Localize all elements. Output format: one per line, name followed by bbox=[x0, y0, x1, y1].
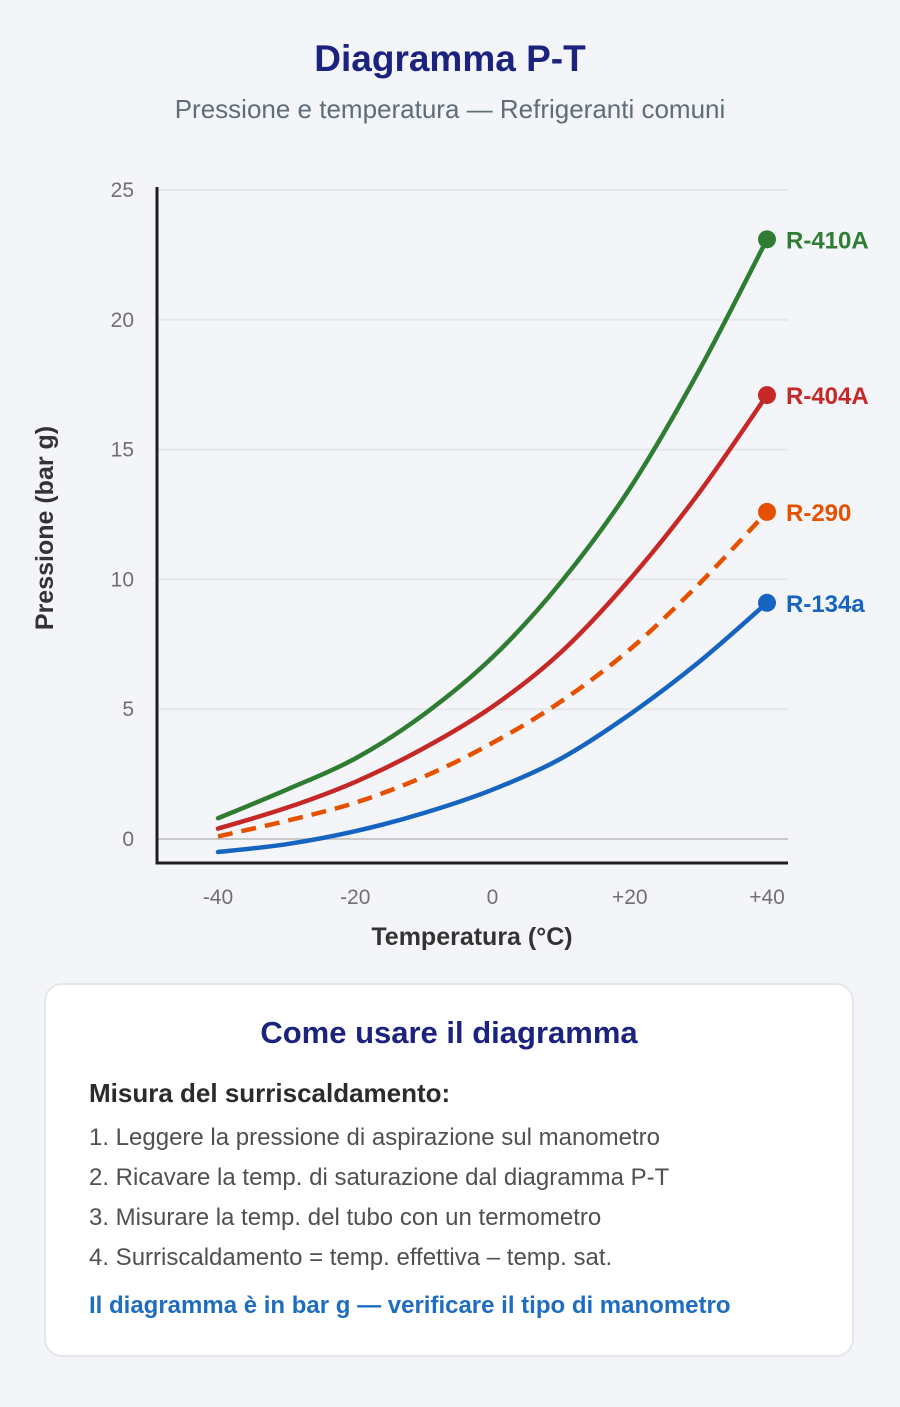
y-tick-label: 10 bbox=[111, 568, 134, 591]
page-subtitle: Pressione e temperatura — Refrigeranti c… bbox=[174, 94, 726, 124]
card-note: Il diagramma è in bar g — verificare il … bbox=[89, 1292, 731, 1319]
step-item: 2. Ricavare la temp. di saturazione dal … bbox=[89, 1164, 670, 1191]
step-item: 1. Leggere la pressione di aspirazione s… bbox=[89, 1124, 660, 1151]
series-label: R-404A bbox=[786, 383, 869, 410]
x-tick-label: -40 bbox=[203, 886, 233, 909]
series-label: R-410A bbox=[786, 227, 869, 254]
step-item: 4. Surriscaldamento = temp. effettiva – … bbox=[89, 1244, 613, 1271]
step-item: 3. Misurare la temp. del tubo con un ter… bbox=[89, 1204, 602, 1231]
x-axis-title: Temperatura (°C) bbox=[371, 923, 572, 951]
series-line bbox=[215, 392, 770, 831]
series-label: R-290 bbox=[786, 500, 851, 527]
series-label: R-134a bbox=[786, 591, 865, 618]
pt-chart: 0 5 10 15 20 25 -40 -20 0 +20 +40 Temperatura (°C) P… bbox=[31, 179, 869, 951]
y-axis-title: Pressione (bar g) bbox=[31, 426, 59, 630]
instructions-card: Come usare il diagramma Misura del surri… bbox=[44, 983, 854, 1357]
series-line bbox=[217, 510, 769, 839]
series-line bbox=[215, 237, 770, 821]
series-end-marker bbox=[758, 386, 776, 405]
page-title: Diagramma P-T bbox=[314, 38, 586, 79]
y-tick-label: 25 bbox=[111, 179, 134, 202]
x-tick-label: +40 bbox=[749, 886, 785, 909]
series-end-marker bbox=[758, 230, 776, 249]
x-tick-label: -20 bbox=[340, 886, 370, 909]
series-end-marker bbox=[758, 593, 776, 612]
series-end-marker bbox=[758, 502, 776, 521]
steps-list: 1. Leggere la pressione di aspirazione s… bbox=[89, 1123, 669, 1283]
x-tick-label: 0 bbox=[487, 886, 499, 909]
card-heading: Misura del surriscaldamento: bbox=[89, 1078, 451, 1108]
series-line bbox=[215, 600, 770, 855]
y-tick-label: 5 bbox=[122, 698, 134, 721]
card-title: Come usare il diagramma bbox=[260, 1015, 638, 1050]
x-tick-label: +20 bbox=[612, 886, 648, 909]
y-tick-label: 20 bbox=[111, 309, 134, 332]
y-tick-label: 0 bbox=[122, 828, 134, 851]
y-tick-label: 15 bbox=[111, 439, 134, 462]
